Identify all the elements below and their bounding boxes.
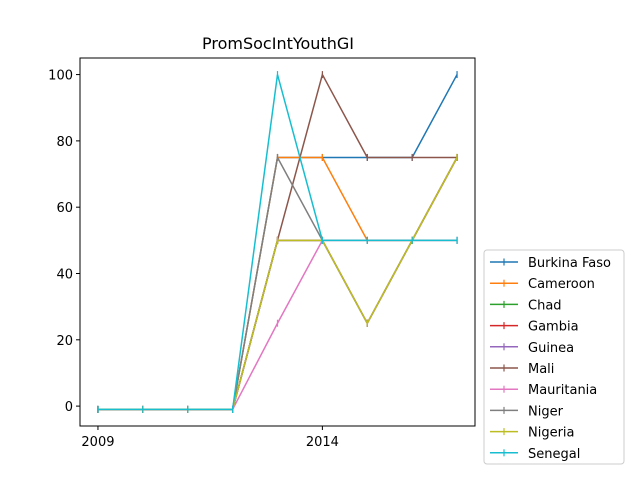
legend-label: Nigeria <box>528 426 575 441</box>
legend-label: Senegal <box>528 447 580 462</box>
series-layer <box>97 71 458 413</box>
y-tick-label: 40 <box>56 267 73 282</box>
y-tick-label: 20 <box>56 334 73 349</box>
legend-label: Chad <box>528 298 562 313</box>
legend-label: Burkina Faso <box>528 256 611 271</box>
axes-layer: 0 20 40 60 80 100 2009 2014 <box>48 57 476 450</box>
legend-item: Cameroon <box>490 277 595 292</box>
legend-item: Burkina Faso <box>490 256 611 271</box>
legend-label: Mauritania <box>528 383 597 398</box>
legend-label: Gambia <box>528 320 579 335</box>
legend-label: Guinea <box>528 341 574 356</box>
legend-item: Niger <box>490 404 564 419</box>
legend-item: Mauritania <box>490 383 597 398</box>
plot-frame <box>79 57 476 427</box>
legend-label: Niger <box>528 404 564 419</box>
legend-box <box>483 249 625 465</box>
legend-item: Mali <box>490 362 554 377</box>
y-tick-label: 80 <box>56 135 73 150</box>
legend-item: Guinea <box>490 341 574 356</box>
y-tick-label: 60 <box>56 201 73 216</box>
legend-item: Nigeria <box>490 426 575 441</box>
legend-item: Chad <box>490 298 562 313</box>
chart-title: PromSocIntYouthGI <box>202 34 354 53</box>
legend-label: Cameroon <box>528 277 595 292</box>
y-tick-label: 0 <box>65 400 73 415</box>
legend: Burkina Faso Cameroon Chad Gambia Guinea Mali… <box>483 249 625 465</box>
x-tick-label: 2014 <box>306 435 339 450</box>
series-senegal <box>97 71 458 413</box>
y-tick-label: 100 <box>48 69 73 84</box>
x-tick-label: 2009 <box>81 435 114 450</box>
legend-label: Mali <box>528 362 554 377</box>
legend-item: Gambia <box>490 320 579 335</box>
legend-item: Senegal <box>490 447 580 462</box>
